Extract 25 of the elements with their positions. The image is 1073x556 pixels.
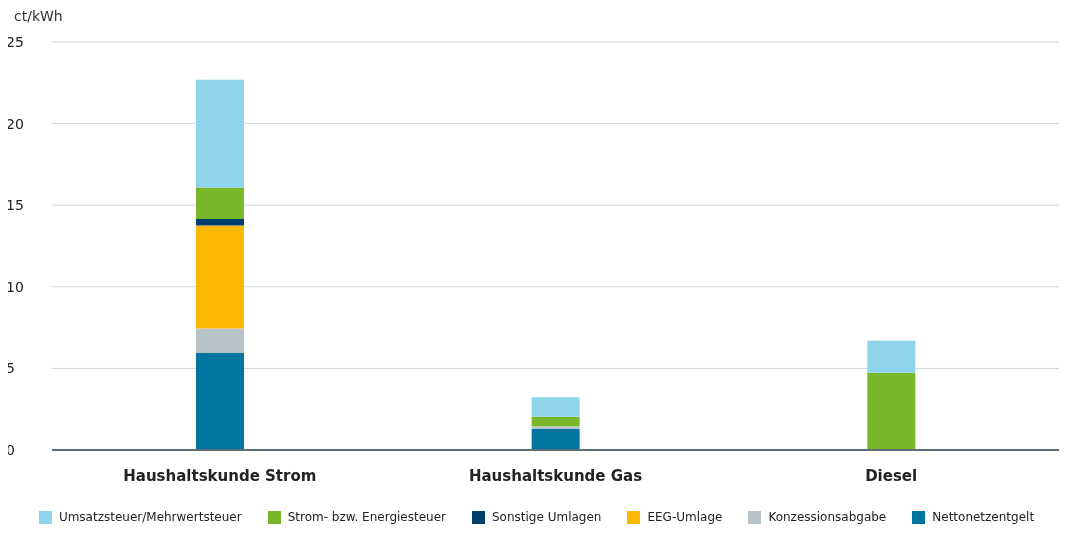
x-tick-label: Diesel [865,466,918,485]
bar [531,397,580,417]
legend-label: Strom- bzw. Energiesteuer [287,510,446,524]
legend-label: Umsatzsteuer/Mehrwertsteuer [58,510,242,524]
bar [195,219,244,226]
bar [867,340,916,373]
x-tick-label: Haushaltskunde Strom [123,466,317,485]
legend-label: Sonstige Umlagen [491,510,602,524]
bar [531,426,580,430]
legend-label: Konzessionsabgabe [768,510,887,524]
y-tick-label: 15 [6,197,24,214]
bar [195,187,244,220]
bar [195,352,244,450]
y-tick-label: 10 [6,278,24,295]
bar [195,79,244,188]
bar [195,225,244,329]
x-tick-label: Haushaltskunde Gas [468,466,643,485]
y-tick-label: 20 [6,115,24,132]
bar [867,372,916,450]
bar [531,416,580,427]
legend-label: Nettonetzentgelt [932,510,1035,524]
bar [195,328,244,353]
legend-label: EEG-Umlage [647,510,723,524]
bar [531,429,580,450]
y-axis-title: ct/kWh [14,8,64,26]
